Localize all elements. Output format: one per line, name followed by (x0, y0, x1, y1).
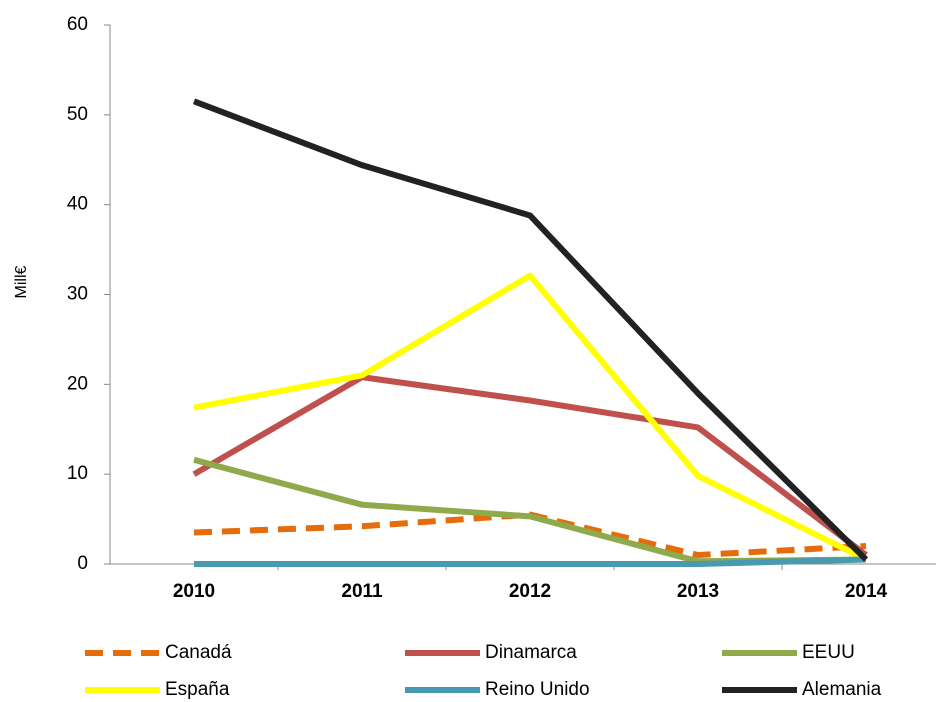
legend-label: Alemania (802, 679, 882, 700)
legend-label: Dinamarca (485, 642, 577, 663)
y-tick-label: 60 (67, 14, 88, 35)
x-tick-label: 2013 (677, 581, 719, 602)
series-line (193, 511, 867, 559)
x-tick-label: 2012 (509, 581, 551, 602)
x-tick-label: 2010 (173, 581, 215, 602)
y-tick-label: 20 (67, 373, 88, 394)
y-axis-label: Mill€ (13, 265, 30, 298)
y-tick-label: 10 (67, 463, 88, 484)
series-line (192, 374, 868, 558)
series-line (193, 272, 868, 563)
legend-label: Reino Unido (485, 679, 590, 700)
y-tick-label: 50 (67, 104, 88, 125)
series-line (192, 98, 869, 562)
series-line (194, 556, 867, 567)
x-tick-label: 2014 (845, 581, 888, 602)
legend-label: Canadá (165, 642, 232, 663)
y-tick-label: 0 (77, 553, 88, 574)
legend-label: España (165, 679, 230, 700)
legend-label: EEUU (802, 642, 855, 663)
y-tick-label: 30 (67, 284, 88, 305)
x-tick-label: 2011 (341, 581, 383, 602)
y-tick-label: 40 (67, 194, 88, 215)
